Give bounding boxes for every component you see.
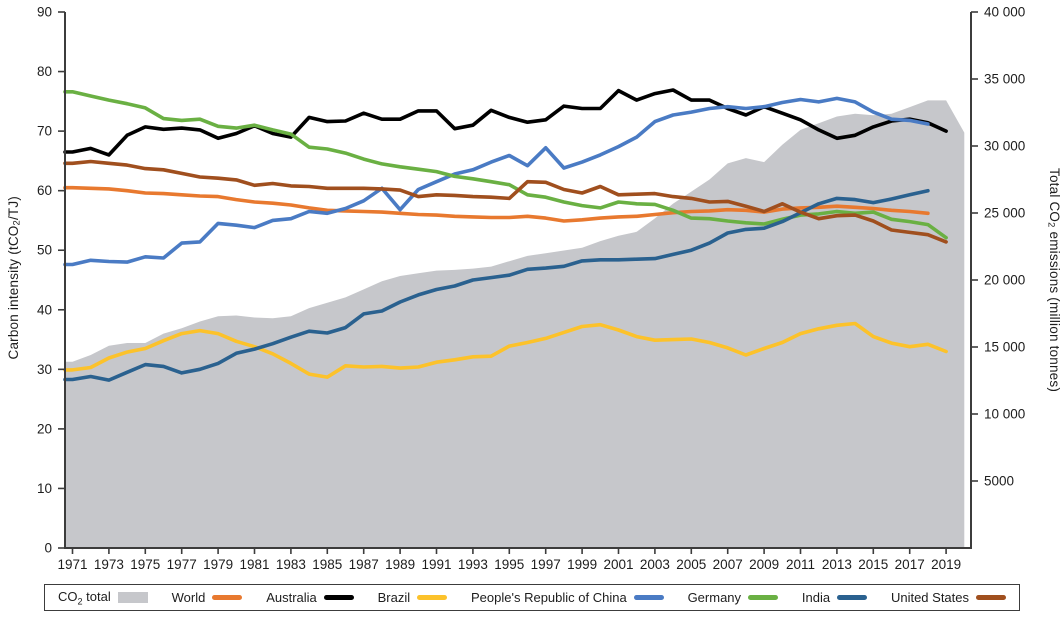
- legend-item-india: India: [801, 590, 868, 605]
- svg-text:1997: 1997: [531, 557, 561, 572]
- legend-item-co2-total: CO2 total: [58, 588, 148, 607]
- svg-text:70: 70: [37, 124, 52, 139]
- svg-text:1993: 1993: [458, 557, 488, 572]
- legend-swatch-co2-total: [117, 592, 148, 603]
- svg-text:30: 30: [37, 362, 52, 377]
- svg-text:2007: 2007: [713, 557, 743, 572]
- svg-text:1985: 1985: [312, 557, 342, 572]
- svg-text:20 000: 20 000: [984, 273, 1025, 288]
- svg-text:90: 90: [37, 5, 52, 20]
- svg-text:1989: 1989: [385, 557, 415, 572]
- series-line-world: [63, 185, 930, 223]
- legend-label-united-states: United States: [890, 590, 969, 605]
- legend-swatch-brazil: [417, 595, 448, 600]
- svg-text:1971: 1971: [57, 557, 87, 572]
- svg-text:1977: 1977: [167, 557, 197, 572]
- legend-item-china: People's Republic of China: [471, 590, 664, 605]
- svg-text:25 000: 25 000: [984, 206, 1025, 221]
- legend-label-world: World: [171, 590, 206, 605]
- svg-text:1999: 1999: [567, 557, 597, 572]
- svg-text:10 000: 10 000: [984, 407, 1025, 422]
- svg-text:40 000: 40 000: [984, 5, 1025, 20]
- legend-label-china: People's Republic of China: [471, 590, 627, 605]
- svg-text:2011: 2011: [786, 557, 815, 572]
- legend-swatch-china: [633, 595, 664, 600]
- svg-text:30 000: 30 000: [984, 139, 1025, 154]
- series-area-co2-total: [65, 100, 965, 549]
- svg-text:2013: 2013: [822, 557, 852, 572]
- svg-text:1991: 1991: [421, 557, 451, 572]
- legend: CO2 total World Australia Brazil People's Re…: [44, 584, 1020, 611]
- svg-text:60: 60: [37, 183, 52, 198]
- tick-marks: [58, 11, 978, 554]
- legend-label-australia: Australia: [266, 590, 317, 605]
- legend-label-brazil: Brazil: [377, 590, 411, 605]
- svg-text:1979: 1979: [203, 557, 233, 572]
- svg-text:40: 40: [37, 302, 52, 317]
- svg-text:1981: 1981: [239, 557, 269, 572]
- legend-item-brazil: Brazil: [378, 590, 448, 605]
- series-line-india: [63, 188, 930, 382]
- series-line-people-s-republic-of-china: [63, 96, 930, 267]
- legend-label-india: India: [801, 590, 831, 605]
- svg-text:35 000: 35 000: [984, 72, 1025, 87]
- svg-text:2019: 2019: [931, 557, 961, 572]
- left-axis-title: Carbon intensity (tCO2/TJ): [6, 195, 23, 360]
- svg-text:10: 10: [37, 481, 52, 496]
- svg-text:5000: 5000: [984, 474, 1014, 489]
- svg-text:1987: 1987: [349, 557, 379, 572]
- legend-swatch-india: [837, 595, 868, 600]
- svg-text:0: 0: [44, 541, 52, 556]
- legend-swatch-world: [212, 595, 243, 600]
- svg-text:1983: 1983: [276, 557, 306, 572]
- svg-text:1995: 1995: [494, 557, 524, 572]
- legend-item-germany: Germany: [687, 590, 779, 605]
- svg-text:50: 50: [37, 243, 52, 258]
- svg-text:2003: 2003: [640, 557, 670, 572]
- legend-item-united-states: United States: [891, 590, 1006, 605]
- svg-text:2009: 2009: [749, 557, 779, 572]
- svg-text:15 000: 15 000: [984, 340, 1025, 355]
- legend-item-australia: Australia: [266, 590, 354, 605]
- svg-text:1975: 1975: [130, 557, 160, 572]
- svg-text:1973: 1973: [94, 557, 124, 572]
- svg-text:2015: 2015: [858, 557, 888, 572]
- legend-item-world: World: [172, 590, 243, 605]
- legend-swatch-australia: [323, 595, 354, 600]
- svg-text:2017: 2017: [895, 557, 925, 572]
- tick-labels: 0 10 20 30 40 50 60 70 80 90 5000 10 000 15 000 20 00…: [37, 5, 1025, 573]
- legend-swatch-germany: [748, 595, 779, 600]
- legend-label-co2-total: CO2 total: [58, 588, 111, 607]
- series-line-brazil: [63, 321, 948, 379]
- series-line-australia: [63, 88, 948, 157]
- series-line-united-states: [63, 159, 948, 244]
- legend-swatch-united-states: [976, 595, 1006, 600]
- svg-text:2005: 2005: [676, 557, 706, 572]
- svg-text:2001: 2001: [603, 557, 633, 572]
- svg-text:80: 80: [37, 64, 52, 79]
- legend-label-germany: Germany: [687, 590, 742, 605]
- right-axis-title: Total CO2 emissions (million tonnes): [1045, 167, 1062, 393]
- svg-text:20: 20: [37, 421, 52, 436]
